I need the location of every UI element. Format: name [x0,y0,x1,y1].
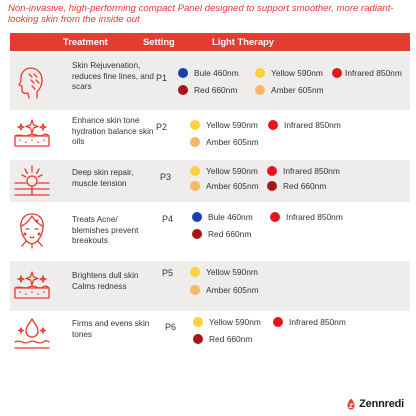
yellow-light-dot [190,120,200,130]
light-item: Red 660nm [178,85,237,95]
light-label: Red 660nm [283,181,327,191]
setting-label: P1 [156,73,168,83]
light-item: Yellow 590nm [193,317,261,327]
light-item: Red 660nm [192,229,251,239]
light-label: Amber 605nm [206,181,259,191]
light-item: Yellow 590nm [255,68,323,78]
face-rejuvenation-icon [12,62,52,102]
light-label: Yellow 590nm [206,166,258,176]
blue-light-dot [192,212,202,222]
light-label: Infrared 850nm [284,120,341,130]
yellow-light-dot [193,317,203,327]
treatment-text: Firms and evens skin tones [72,319,150,339]
amber-light-dot [190,181,200,191]
light-label: Red 660nm [209,334,253,344]
light-label: Yellow 590nm [271,68,323,78]
setting-label: P5 [162,268,174,278]
table-row: Brightens dull skin Calms redness P5 Yel… [10,261,410,311]
table-header: Treatment Setting Light Therapy [10,33,410,51]
amber-light-dot [190,285,200,295]
amber-light-dot [190,137,200,147]
brand-mark-icon [347,398,355,410]
light-item: Infrared 850nm [332,68,402,78]
red-light-dot [267,181,277,191]
light-label: Infrared 850nm [289,317,346,327]
treatment-text: Skin Rejuvenation, reduces fine lines, a… [72,61,154,92]
deep-skin-repair-icon [12,161,52,201]
light-item: Infrared 850nm [270,212,343,222]
setting-label: P2 [156,122,168,132]
light-label: Red 660nm [208,229,252,239]
brand-logo: Zennredi [345,398,404,410]
light-label: Bule 460nm [194,68,239,78]
light-label: Amber 605nm [271,85,324,95]
yellow-light-dot [190,267,200,277]
treatment-text: Enhance skin tone hydration balance skin… [72,116,154,147]
yellow-light-dot [190,166,200,176]
light-item: Red 660nm [193,334,252,344]
light-label: Amber 605nm [206,285,259,295]
infrared-light-dot [332,68,342,78]
light-item: Amber 605nm [190,181,259,191]
light-label: Infrared 850nm [283,166,340,176]
red-light-dot [193,334,203,344]
light-label: Infrared 850nm [345,68,402,78]
skin-brighten-icon [12,266,52,306]
table-row: Deep skin repair, muscle tension P3 Yell… [10,160,410,202]
light-item: Red 660nm [267,181,326,191]
header-setting: Setting [143,36,175,47]
infrared-light-dot [270,212,280,222]
red-light-dot [178,85,188,95]
acne-face-icon [12,210,52,250]
light-item: Bule 460nm [192,212,253,222]
setting-label: P4 [162,214,174,224]
table-row: Treats Acne/ blemishes prevent breakouts… [10,204,410,256]
light-label: Yellow 590nm [209,317,261,327]
light-item: Infrared 850nm [273,317,346,327]
light-item: Yellow 590nm [190,166,258,176]
table-row: Skin Rejuvenation, reduces fine lines, a… [10,53,410,110]
intro-text: Non-invasive, high-performing compact Pa… [8,3,394,25]
table-row: Firms and evens skin tones P6 Yellow 590… [10,313,410,355]
light-label: Infrared 850nm [286,212,343,222]
light-item: Infrared 850nm [268,120,341,130]
table-row: Enhance skin tone hydration balance skin… [10,110,410,158]
light-label: Yellow 590nm [206,120,258,130]
treatment-text: Treats Acne/ blemishes prevent breakouts [72,215,139,246]
setting-label: P3 [160,172,172,182]
light-label: Amber 605nm [206,137,259,147]
light-item: Amber 605nm [190,285,259,295]
red-light-dot [192,229,202,239]
setting-label: P6 [165,322,177,332]
yellow-light-dot [255,68,265,78]
light-label: Red 660nm [194,85,238,95]
light-item: Infrared 850nm [267,166,340,176]
infrared-light-dot [267,166,277,176]
skin-tone-drop-icon [12,314,52,354]
header-light-therapy: Light Therapy [212,36,274,47]
light-item: Yellow 590nm [190,267,258,277]
light-item: Amber 605nm [190,137,259,147]
infrared-light-dot [268,120,278,130]
header-treatment: Treatment [63,36,108,47]
brand-name: Zennredi [359,398,404,410]
light-label: Bule 460nm [208,212,253,222]
light-item: Yellow 590nm [190,120,258,130]
infrared-light-dot [273,317,283,327]
amber-light-dot [255,85,265,95]
treatment-text: Deep skin repair, muscle tension [72,168,134,188]
blue-light-dot [178,68,188,78]
light-item: Amber 605nm [255,85,324,95]
treatment-text: Brightens dull skin Calms redness [72,271,139,291]
light-label: Yellow 590nm [206,267,258,277]
light-item: Bule 460nm [178,68,239,78]
skin-layer-sparkle-icon [12,114,52,154]
